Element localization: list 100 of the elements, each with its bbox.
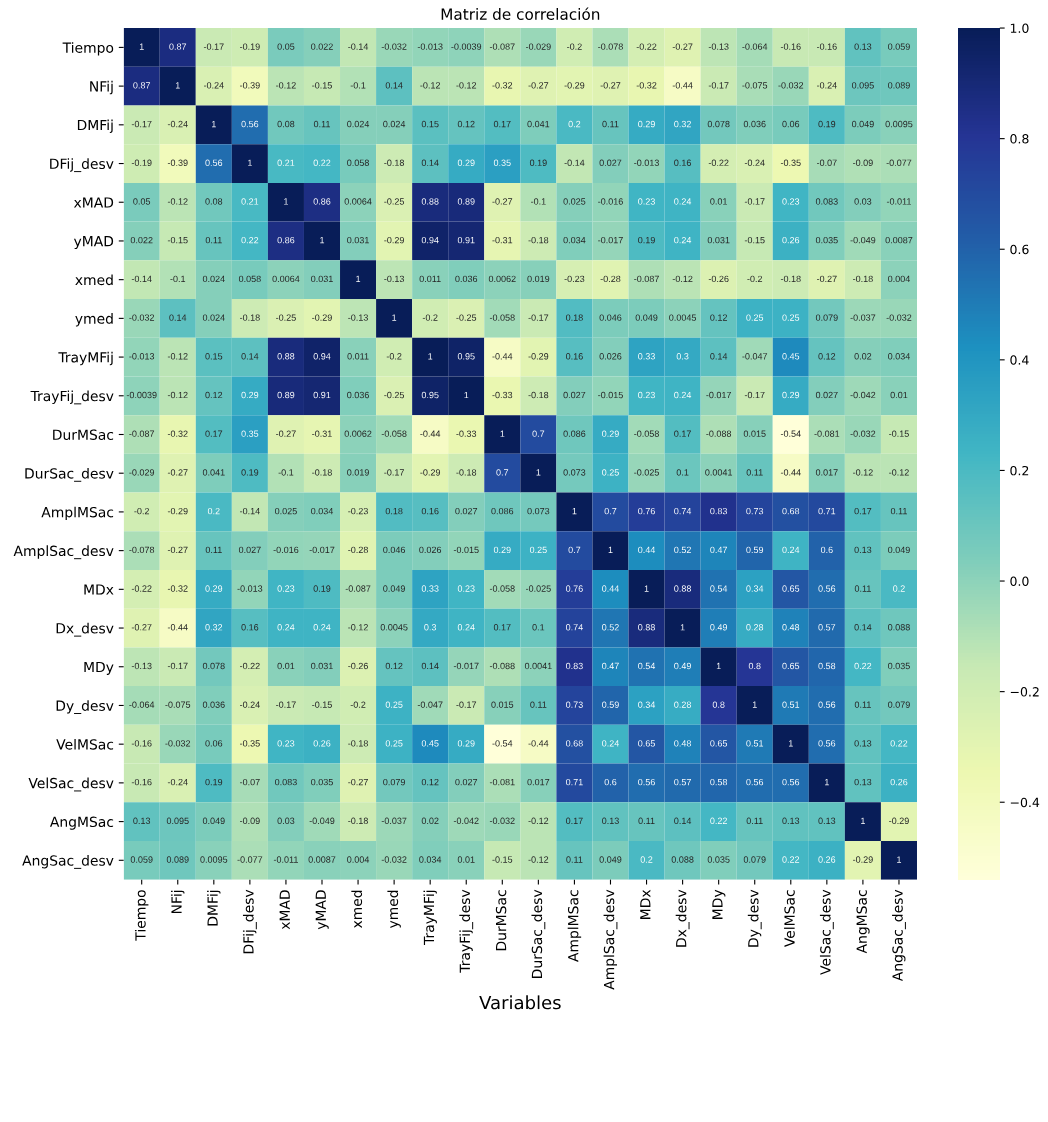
data-label: 0.13: [854, 740, 872, 747]
color-bar-label: 0.4: [1010, 355, 1029, 365]
x-tick-label: AmplMSac: [567, 890, 582, 962]
data-label: 0.059: [888, 43, 910, 50]
data-label: -0.12: [276, 82, 296, 89]
data-label: -0.32: [636, 82, 657, 89]
data-label: 0.036: [743, 120, 766, 128]
data-label: 0.08: [277, 120, 295, 128]
data-label: 0.22: [710, 817, 727, 825]
data-label: -0.13: [348, 314, 368, 321]
data-label: 0.29: [493, 546, 511, 554]
x-tick-label: AngMSac: [856, 890, 870, 954]
data-label: -0.017: [453, 662, 479, 670]
data-label: 0.0045: [669, 314, 697, 321]
data-label: 0.031: [347, 236, 369, 244]
data-label: 0.65: [782, 585, 800, 592]
data-label: -0.1: [278, 469, 294, 476]
data-label: 0.025: [275, 507, 297, 515]
data-label: 0.11: [638, 817, 655, 825]
data-label: 0.046: [599, 314, 622, 321]
x-tick-label: xMAD: [279, 890, 290, 930]
data-label: -0.17: [167, 662, 188, 670]
data-label: -0.15: [889, 430, 909, 437]
color-bar-label: 0.2: [1010, 465, 1029, 476]
data-label: 0.23: [782, 198, 800, 205]
data-label: -0.16: [780, 43, 801, 50]
data-label: 0.089: [166, 856, 189, 863]
data-label: -0.14: [131, 275, 152, 283]
x-tick-label: Dx_desv: [675, 889, 690, 947]
data-label: 0.14: [241, 353, 259, 360]
data-label: -0.31: [312, 430, 332, 437]
data-label: 0.026: [599, 353, 622, 360]
data-label: 0.56: [638, 778, 655, 786]
data-label: -0.28: [348, 546, 368, 554]
data-label: -0.017: [309, 546, 335, 554]
data-label: -0.29: [528, 353, 549, 360]
data-label: -0.15: [744, 236, 765, 244]
data-label: -0.18: [853, 275, 873, 283]
data-label: 0.19: [818, 120, 836, 128]
data-label: 0.23: [277, 740, 295, 747]
y-tick-label: VelSac_desv: [28, 777, 114, 792]
data-label: 0.29: [205, 585, 223, 592]
data-label: -0.078: [129, 546, 155, 554]
data-label: 0.29: [602, 430, 619, 437]
data-label: 0.25: [385, 740, 403, 747]
data-label: -0.12: [853, 469, 873, 476]
data-label: -0.32: [167, 430, 188, 437]
data-label: 0.34: [746, 585, 764, 592]
data-label: 0.86: [313, 198, 331, 205]
data-label: 0.44: [638, 546, 656, 554]
data-label: -0.32: [167, 585, 188, 592]
data-label: 0.29: [241, 391, 259, 399]
x-tick-label: VelMSac: [784, 890, 795, 948]
data-label: 0.14: [710, 353, 728, 360]
y-tick-label: DurSac_desv: [25, 467, 114, 482]
data-label: -0.17: [276, 701, 296, 708]
data-label: 0.29: [638, 120, 655, 128]
data-label: 1: [356, 275, 361, 282]
data-label: 0.11: [205, 236, 222, 244]
data-label: -0.037: [381, 817, 407, 825]
data-label: -0.18: [528, 236, 549, 244]
data-label: 0.024: [383, 120, 406, 128]
data-label: 0.24: [602, 740, 620, 747]
data-label: 0.17: [493, 624, 511, 631]
data-label: 0.91: [313, 391, 331, 399]
data-label: -0.44: [420, 430, 441, 437]
data-label: -0.12: [672, 275, 693, 283]
data-label: 0.017: [527, 778, 550, 786]
data-label: 0.28: [674, 701, 691, 708]
data-label: -0.32: [492, 82, 513, 89]
y-tick-label: DurMSac: [53, 429, 114, 440]
data-label: -0.18: [384, 159, 405, 166]
y-tick-label: TrayMFij: [58, 351, 113, 366]
data-label: 0.68: [565, 740, 583, 747]
data-label: 0.16: [241, 624, 259, 631]
data-label: 0.7: [496, 469, 509, 476]
data-label: -0.0039: [126, 391, 157, 399]
data-label: 0.049: [635, 314, 658, 321]
data-label: 0.12: [205, 391, 223, 399]
data-label: 0.21: [241, 198, 259, 205]
data-label: -0.14: [239, 507, 260, 515]
color-bar-label: 0.6: [1010, 244, 1029, 255]
data-label: 0.089: [888, 82, 910, 89]
data-label: 0.2: [893, 585, 905, 592]
data-label: 0.14: [169, 314, 187, 321]
data-label: 0.21: [277, 159, 295, 166]
data-label: 0.083: [275, 778, 297, 786]
data-label: 0.06: [205, 740, 223, 747]
data-label: 1: [680, 624, 685, 631]
data-label: 0.8: [748, 662, 761, 670]
data-label: -0.25: [384, 391, 405, 399]
data-label: -0.032: [778, 82, 804, 89]
data-label: 0.24: [457, 624, 475, 631]
data-label: 0.01: [457, 856, 475, 863]
data-label: 0.71: [565, 778, 583, 786]
data-label: 1: [500, 430, 505, 437]
x-tick-label: Dy_desv: [747, 889, 762, 947]
data-label: 0.026: [419, 546, 442, 554]
data-label: -0.19: [131, 159, 152, 166]
data-label: 0.0095: [885, 120, 913, 128]
